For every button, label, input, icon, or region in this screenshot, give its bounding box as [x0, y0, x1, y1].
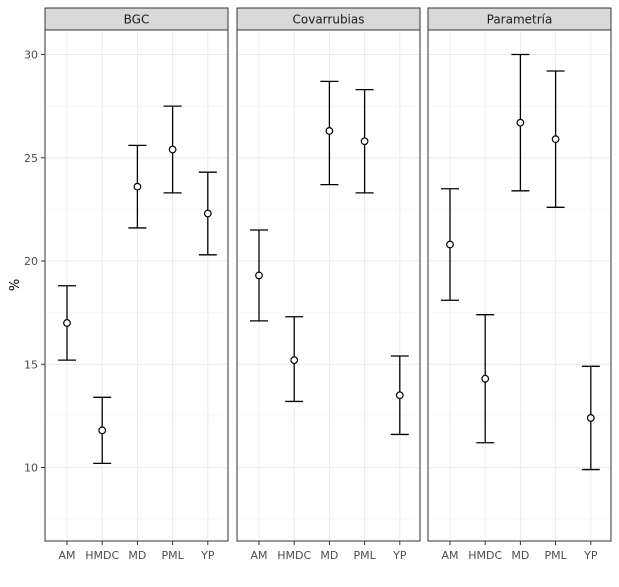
mean-point [290, 356, 299, 365]
mean-point [481, 374, 490, 383]
mean-point [586, 414, 595, 422]
x-tick-label: YP [583, 549, 598, 562]
y-tick-label: 10 [24, 462, 38, 475]
error-bar [250, 229, 268, 322]
error-bar [320, 80, 339, 186]
y-tick-label: 25 [24, 152, 38, 165]
mean-point [255, 271, 263, 280]
x-tick-label: HMDC [468, 549, 502, 562]
facet-strip [44, 7, 229, 31]
mean-point [133, 182, 142, 191]
error-bar [163, 105, 182, 194]
error-bar [128, 144, 147, 229]
mean-point [360, 137, 369, 146]
facets-group: 10 15 20 25 30 BGC AM HMDC MD PML YP Covarrubias AM H… [24, 7, 612, 562]
facet-strip-label: Parametría [487, 13, 553, 27]
x-tick-label: AM [250, 549, 267, 562]
y-tick-label: 15 [24, 358, 38, 371]
x-tick-label: MD [320, 549, 338, 562]
facet-panel: BGC AM HMDC MD PML YP [44, 7, 229, 562]
facet-panel: Parametría AM HMDC MD PML YP [427, 7, 612, 562]
x-tick-label: YP [200, 549, 215, 562]
x-tick-label: AM [58, 549, 75, 562]
mean-point [395, 391, 404, 400]
error-bar [355, 88, 374, 194]
mean-point [168, 145, 177, 154]
error-bar [511, 53, 530, 192]
mean-point [551, 135, 560, 144]
x-tick-label: MD [511, 549, 529, 562]
mean-point [98, 426, 107, 435]
mean-point [516, 118, 525, 127]
facet-strip [236, 7, 421, 31]
facet-panel: Covarrubias AM HMDC MD PML YP [236, 7, 421, 562]
mean-point [63, 319, 71, 327]
x-tick-label: YP [392, 549, 407, 562]
error-bar [546, 70, 565, 208]
mean-point [203, 209, 212, 218]
y-axis-title: % [8, 279, 23, 291]
panel-background [236, 29, 421, 542]
panel-background [427, 29, 612, 542]
y-tick-label: 30 [24, 49, 38, 62]
error-bar [285, 316, 304, 403]
facet-strip-label: Covarrubias [293, 13, 365, 27]
x-tick-label: HMDC [277, 549, 311, 562]
facet-strip [427, 7, 612, 31]
facet-strip-label: BGC [124, 13, 150, 27]
y-tick-label: 20 [24, 255, 38, 268]
y-axis: 10 15 20 25 30 [24, 49, 45, 475]
error-bar [390, 355, 409, 436]
x-tick-label: PML [161, 549, 184, 562]
x-tick-label: HMDC [85, 549, 119, 562]
x-tick-label: MD [128, 549, 146, 562]
x-tick-label: PML [544, 549, 567, 562]
mean-point [325, 127, 334, 135]
mean-point [446, 240, 454, 249]
error-bar [198, 171, 217, 256]
error-bar [441, 188, 459, 301]
x-tick-label: AM [441, 549, 458, 562]
error-bar [58, 285, 76, 361]
error-bar [93, 396, 112, 465]
error-bar [581, 365, 600, 471]
x-tick-label: PML [353, 549, 376, 562]
error-bar [476, 314, 495, 444]
